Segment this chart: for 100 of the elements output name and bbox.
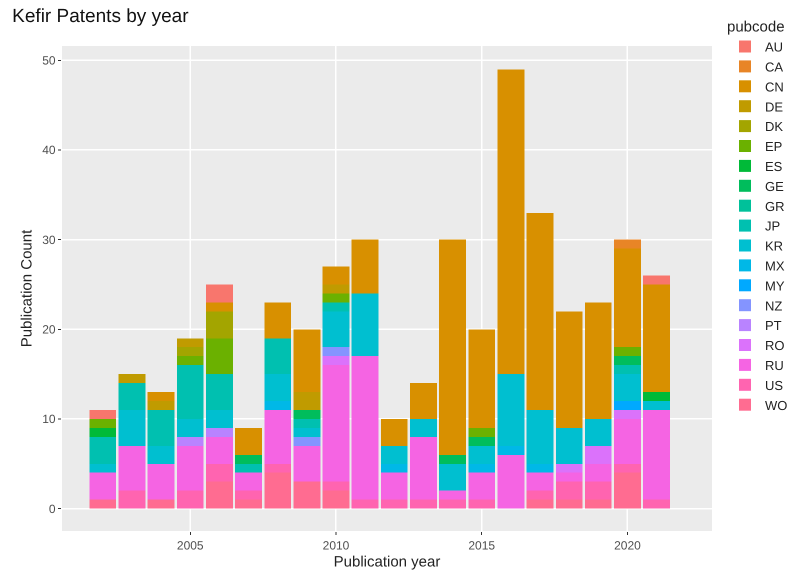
bar [410,418,437,437]
bar [468,472,496,500]
bar [206,302,233,312]
bar [322,356,350,366]
legend-label: AU [765,40,784,55]
bar [410,436,437,500]
bar [643,276,670,284]
bar [235,490,262,500]
legend-title: pubcode [727,18,785,36]
bar [176,365,204,419]
bar [614,365,641,374]
bar [118,410,146,446]
y-tick-label: 40 [42,143,56,158]
bar [322,266,350,284]
bar [206,374,233,410]
bar [322,302,350,312]
bar [526,472,554,491]
bar [614,248,641,348]
bar [264,472,292,509]
bar [352,240,379,294]
bar [614,472,641,509]
bar [643,401,670,410]
bar [643,500,670,509]
bar [206,464,233,482]
bar [264,302,292,338]
legend-label: GE [765,178,784,194]
bar [264,410,292,464]
bar [439,490,466,500]
bar [556,500,583,509]
bar [206,338,233,374]
bar [293,436,320,446]
bar [380,500,408,509]
bar [439,500,466,509]
bar [468,464,496,473]
bar [293,428,320,437]
bar [380,464,408,473]
bar [410,383,437,419]
bar [614,240,641,249]
bar [556,428,583,464]
x-tick-label: 2015 [468,538,496,552]
bar [380,446,408,464]
legend-label: RU [765,358,784,373]
bar [526,490,554,500]
bar [89,410,116,419]
legend-label: DE [765,99,784,114]
legend-label: WO [765,398,788,413]
bar [148,500,175,509]
legend-label: MY [765,278,785,294]
bar [118,383,146,410]
bar [468,329,496,428]
y-tick-label: 50 [42,54,56,68]
bar [584,500,612,509]
bar [264,338,292,374]
bar [206,311,233,338]
bar [614,356,641,366]
x-axis-title: Publication year [334,553,440,570]
bar [293,392,320,410]
bar [439,240,466,455]
legend-label: US [765,378,784,393]
bar [293,410,320,419]
bar [206,482,233,509]
y-tick-label: 30 [42,232,56,247]
bar [584,302,612,419]
bar [148,410,175,446]
bar [584,482,612,500]
bar [352,356,379,500]
bar [148,401,175,410]
bar [206,428,233,437]
bar [235,472,262,491]
bar [556,472,583,482]
bar [322,482,350,491]
bar [614,374,641,402]
bar [148,464,175,500]
legend-label: GR [765,198,784,214]
bar [439,464,466,491]
bar [118,490,146,509]
legend-label: PT [765,318,782,334]
bar [643,392,670,402]
bar [468,428,496,437]
bar [643,284,670,392]
bar [89,436,116,464]
bar [584,464,612,482]
legend-label: KR [765,238,784,254]
bar [118,374,146,384]
bar [293,446,320,482]
bar [526,464,554,473]
bar [614,401,641,410]
bar [89,418,116,428]
chart-title: Kefir Patents by year [12,6,190,27]
legend-label: DK [765,119,784,134]
bar [468,436,496,446]
bar [643,410,670,500]
bar [235,454,262,464]
bar [264,401,292,410]
legend-label: MX [765,258,785,274]
bar [176,338,204,348]
bar [148,446,175,464]
bar [497,446,524,455]
y-tick-label: 0 [48,502,56,516]
bar [89,464,116,473]
